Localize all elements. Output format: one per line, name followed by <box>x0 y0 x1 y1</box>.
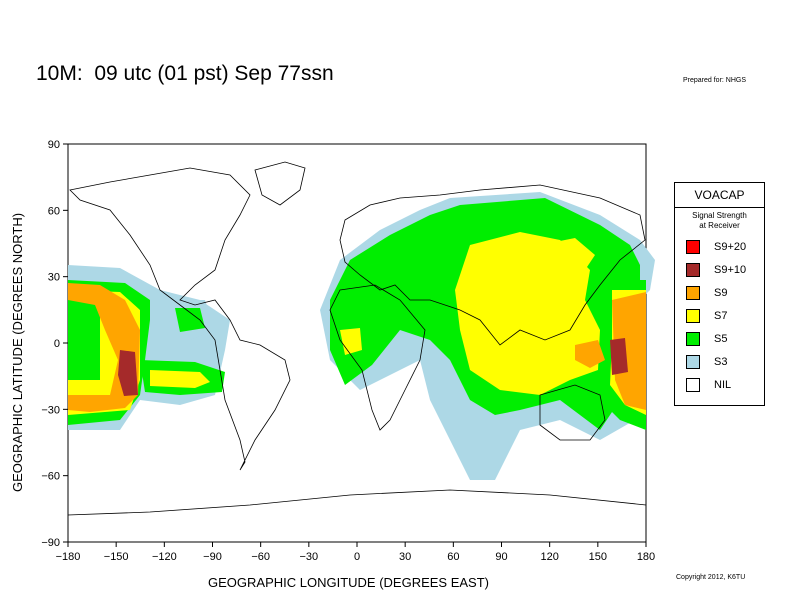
legend-subtitle-line2: at Receiver <box>699 221 740 230</box>
x-axis-title: GEOGRAPHIC LONGITUDE (DEGREES EAST) <box>208 575 489 590</box>
coastlines <box>67 161 647 516</box>
australia-outline <box>539 384 606 441</box>
s7-region-pacific-band <box>150 370 210 388</box>
legend-label: S3 <box>714 356 728 368</box>
africa-outline <box>329 284 426 431</box>
map-title: 10M: 09 utc (01 pst) Sep 77ssn <box>36 62 334 85</box>
s7-region-asia <box>455 232 600 395</box>
x-tick-label: −180 <box>56 551 81 563</box>
s9-region-indonesia <box>575 340 605 368</box>
s9-plus-10-coverage <box>118 338 628 396</box>
x-tick-label: 120 <box>540 551 558 563</box>
americas-outline <box>69 167 291 471</box>
legend-label: S9+10 <box>714 264 747 276</box>
legend-title: VOACAP <box>675 183 764 208</box>
x-tick-label: 150 <box>589 551 607 563</box>
x-tick-label: −120 <box>152 551 177 563</box>
x-tick-label: 90 <box>495 551 507 563</box>
legend-label: S5 <box>714 333 728 345</box>
x-tick-label: 30 <box>399 551 411 563</box>
x-tick-label: −90 <box>203 551 222 563</box>
y-tick-label: 30 <box>48 272 60 284</box>
s7-region-siberia <box>540 238 595 270</box>
legend-swatch <box>686 332 700 346</box>
x-tick-label: −30 <box>299 551 318 563</box>
legend: VOACAP Signal Strength at Receiver S9+20… <box>674 182 765 406</box>
legend-subtitle: Signal Strength at Receiver <box>675 211 764 231</box>
legend-swatch <box>686 378 700 392</box>
x-axis-ticks: −180 −150 −120 −90 −60 −30 0 30 60 90 120 150 180 <box>56 542 655 563</box>
greenland-outline <box>254 161 306 206</box>
y-tick-label: 60 <box>48 205 60 217</box>
y-tick-label: −90 <box>41 537 60 549</box>
y-axis-title: GEOGRAPHIC LATITUDE (DEGREES NORTH) <box>10 212 25 492</box>
legend-swatch <box>686 309 700 323</box>
s9-region-pacific-east <box>612 292 646 410</box>
legend-label: S9 <box>714 287 728 299</box>
s7-region-west-africa <box>340 328 362 355</box>
y-tick-label: −30 <box>41 404 60 416</box>
s9p10-region-pacific-west <box>118 350 138 396</box>
legend-label: NIL <box>714 379 732 391</box>
prepared-for-note: Prepared for: NHGS <box>683 77 747 84</box>
x-tick-label: −60 <box>251 551 270 563</box>
legend-swatch <box>686 286 700 300</box>
copyright-note: Copyright 2012, K6TU <box>676 574 746 581</box>
y-tick-label: 0 <box>54 338 60 350</box>
x-tick-label: −150 <box>104 551 129 563</box>
legend-swatch <box>686 263 700 277</box>
s5-region-islands <box>175 308 205 332</box>
legend-swatch <box>686 240 700 254</box>
x-tick-label: 0 <box>354 551 360 563</box>
s9p10-region-pacific-east <box>610 338 628 375</box>
legend-swatch <box>686 355 700 369</box>
antarctica-outline <box>67 489 647 516</box>
legend-label: S7 <box>714 310 728 322</box>
x-tick-label: 60 <box>447 551 459 563</box>
y-tick-label: −60 <box>41 471 60 483</box>
legend-label: S9+20 <box>714 241 747 253</box>
legend-subtitle-line1: Signal Strength <box>692 211 747 220</box>
y-tick-label: 90 <box>48 139 60 151</box>
y-axis-ticks: 90 60 30 0 −30 −60 −90 <box>41 139 68 549</box>
x-tick-label: 180 <box>637 551 655 563</box>
